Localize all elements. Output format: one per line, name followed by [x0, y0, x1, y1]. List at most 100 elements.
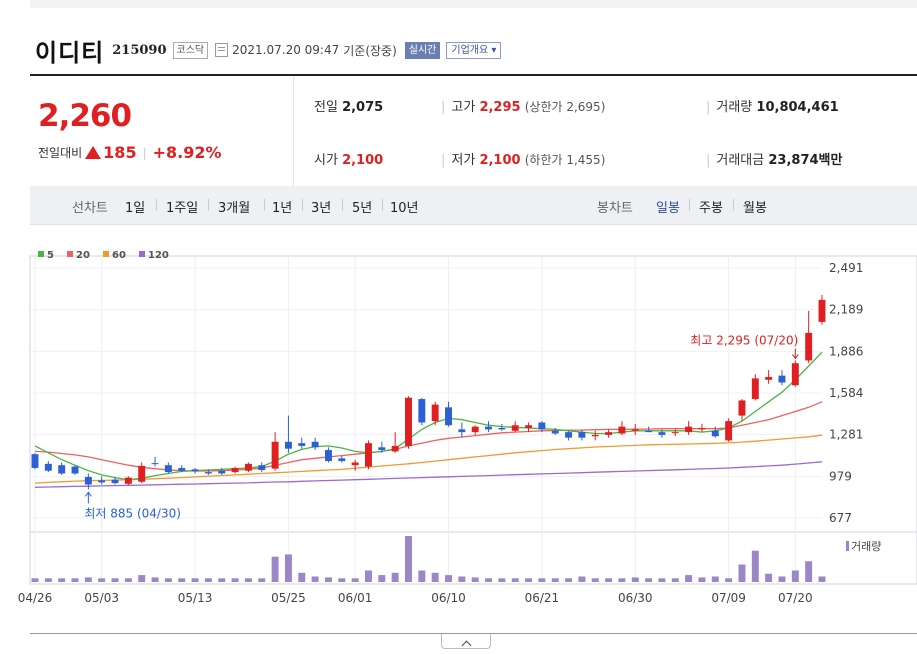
volume-bar — [471, 577, 479, 582]
volume-bar — [565, 578, 573, 582]
y-tick-label: 2,491 — [829, 261, 863, 275]
x-tick-label: 05/25 — [271, 591, 306, 605]
divider — [293, 76, 294, 186]
volume-bar — [391, 572, 399, 582]
y-tick-label: 677 — [829, 511, 852, 525]
open-value: 2,100 — [342, 153, 384, 168]
volume-value: 10,804,461 — [756, 100, 839, 115]
tab-5-years[interactable]: 5년 — [352, 201, 373, 216]
tab-monthly[interactable]: 월봉 — [743, 201, 767, 216]
low-value: 2,100 — [479, 153, 521, 168]
min-arrow-head — [84, 491, 92, 497]
market-badge: 코스닥 — [172, 41, 209, 59]
volume-bar — [164, 578, 172, 582]
volume-bar — [511, 578, 519, 582]
x-tick-label: 05/13 — [178, 591, 213, 605]
candle-body — [231, 467, 239, 473]
realtime-button[interactable]: 실시간 — [404, 41, 441, 59]
company-info-dropdown[interactable]: 기업개요 ▾ — [446, 41, 502, 59]
candle-body — [791, 363, 799, 386]
max-price-annotation: 최고 2,295 (07/20) — [690, 333, 798, 347]
volume-bar — [138, 575, 146, 582]
candle-body — [284, 441, 292, 449]
candle-body — [471, 426, 479, 433]
high-label: 고가 — [451, 100, 476, 115]
candle-body — [458, 429, 466, 433]
tab-weekly[interactable]: 주봉 — [699, 201, 723, 216]
tab-daily[interactable]: 일봉 — [656, 201, 680, 216]
stock-chart[interactable]: 2,491 2,189 1,886 1,584 1,281 979 677 5 20 60 120 최… — [0, 230, 917, 630]
volume-bar — [671, 578, 679, 582]
trade-value-label: 거래대금 — [716, 153, 765, 168]
volume-bar — [431, 572, 439, 582]
candle-body — [111, 479, 119, 484]
candle-body — [58, 465, 66, 474]
volume-bar — [311, 576, 319, 582]
candle-body — [378, 447, 386, 451]
candle-body — [84, 476, 92, 485]
y-tick-label: 1,886 — [829, 344, 863, 358]
volume-bar — [178, 578, 186, 582]
candle-body — [751, 378, 759, 400]
quote-basis: 기준(장중) — [343, 43, 397, 58]
divider: | — [142, 145, 147, 160]
open-price: 시가 2,100 — [314, 149, 383, 168]
chevron-down-icon: ▾ — [491, 44, 497, 56]
company-info-label: 기업개요 — [451, 44, 489, 56]
legend-swatch — [38, 251, 44, 257]
change-value: 185 — [103, 143, 137, 162]
volume-bar — [751, 550, 759, 582]
volume-bar — [818, 576, 826, 582]
candle-body — [71, 466, 79, 474]
volume-bar — [551, 578, 559, 582]
candle-body — [338, 458, 346, 462]
trade-value-unit: 백만 — [818, 153, 843, 168]
tab-1-day[interactable]: 1일 — [125, 201, 146, 216]
stock-header: 이디티 215090 코스닥 2021.07.20 09:47 기준(장중) 실… — [35, 34, 502, 67]
volume-bar — [191, 578, 199, 582]
candle-body — [578, 432, 586, 438]
candle-body — [645, 430, 653, 433]
period-tabs: 선차트 1일 1주일 3개월 1년 3년 5년 10년 봉차트 일봉 주봉 월봉 — [30, 186, 917, 225]
collapse-button[interactable] — [441, 634, 491, 651]
y-tick-label: 1,584 — [829, 386, 863, 400]
tab-10-years[interactable]: 10년 — [390, 201, 419, 216]
volume-bar — [725, 578, 733, 582]
up-arrow-icon — [85, 146, 102, 159]
tab-3-years[interactable]: 3년 — [311, 201, 332, 216]
divider — [30, 633, 917, 634]
lower-limit: (하한가 1,455) — [524, 153, 606, 167]
candle-body — [551, 430, 559, 434]
candle-body — [711, 430, 719, 437]
volume-bar — [445, 575, 452, 582]
trade-value-amount: 23,874 — [768, 153, 819, 168]
candle-body — [31, 454, 39, 468]
candle-body — [738, 400, 746, 416]
company-name: 이디티 — [35, 37, 105, 67]
volume-bar — [378, 575, 386, 582]
y-tick-label: 2,189 — [829, 303, 863, 317]
candle-body — [124, 477, 132, 484]
candle-body — [485, 426, 492, 430]
volume-bar — [405, 536, 412, 582]
divider: | — [441, 153, 446, 168]
volume-bar — [284, 554, 292, 582]
candle-body — [418, 399, 426, 423]
low-label: 저가 — [451, 153, 476, 168]
volume-bar — [711, 576, 719, 582]
candle-body — [164, 465, 172, 473]
legend-swatch — [139, 251, 145, 257]
tab-1-year[interactable]: 1년 — [272, 201, 293, 216]
volume: | 거래량 10,804,461 — [706, 96, 839, 115]
tab-3-months[interactable]: 3개월 — [218, 201, 251, 216]
candle-body — [191, 469, 199, 472]
tab-1-week[interactable]: 1주일 — [166, 201, 199, 216]
volume-bar — [685, 575, 693, 582]
ma120-line — [34, 461, 823, 488]
divider: | — [706, 100, 711, 115]
candle-body — [725, 421, 733, 441]
candle-body — [525, 425, 533, 429]
candle-body — [351, 462, 359, 466]
x-tick-label: 04/26 — [18, 591, 53, 605]
volume-bar — [58, 578, 66, 582]
